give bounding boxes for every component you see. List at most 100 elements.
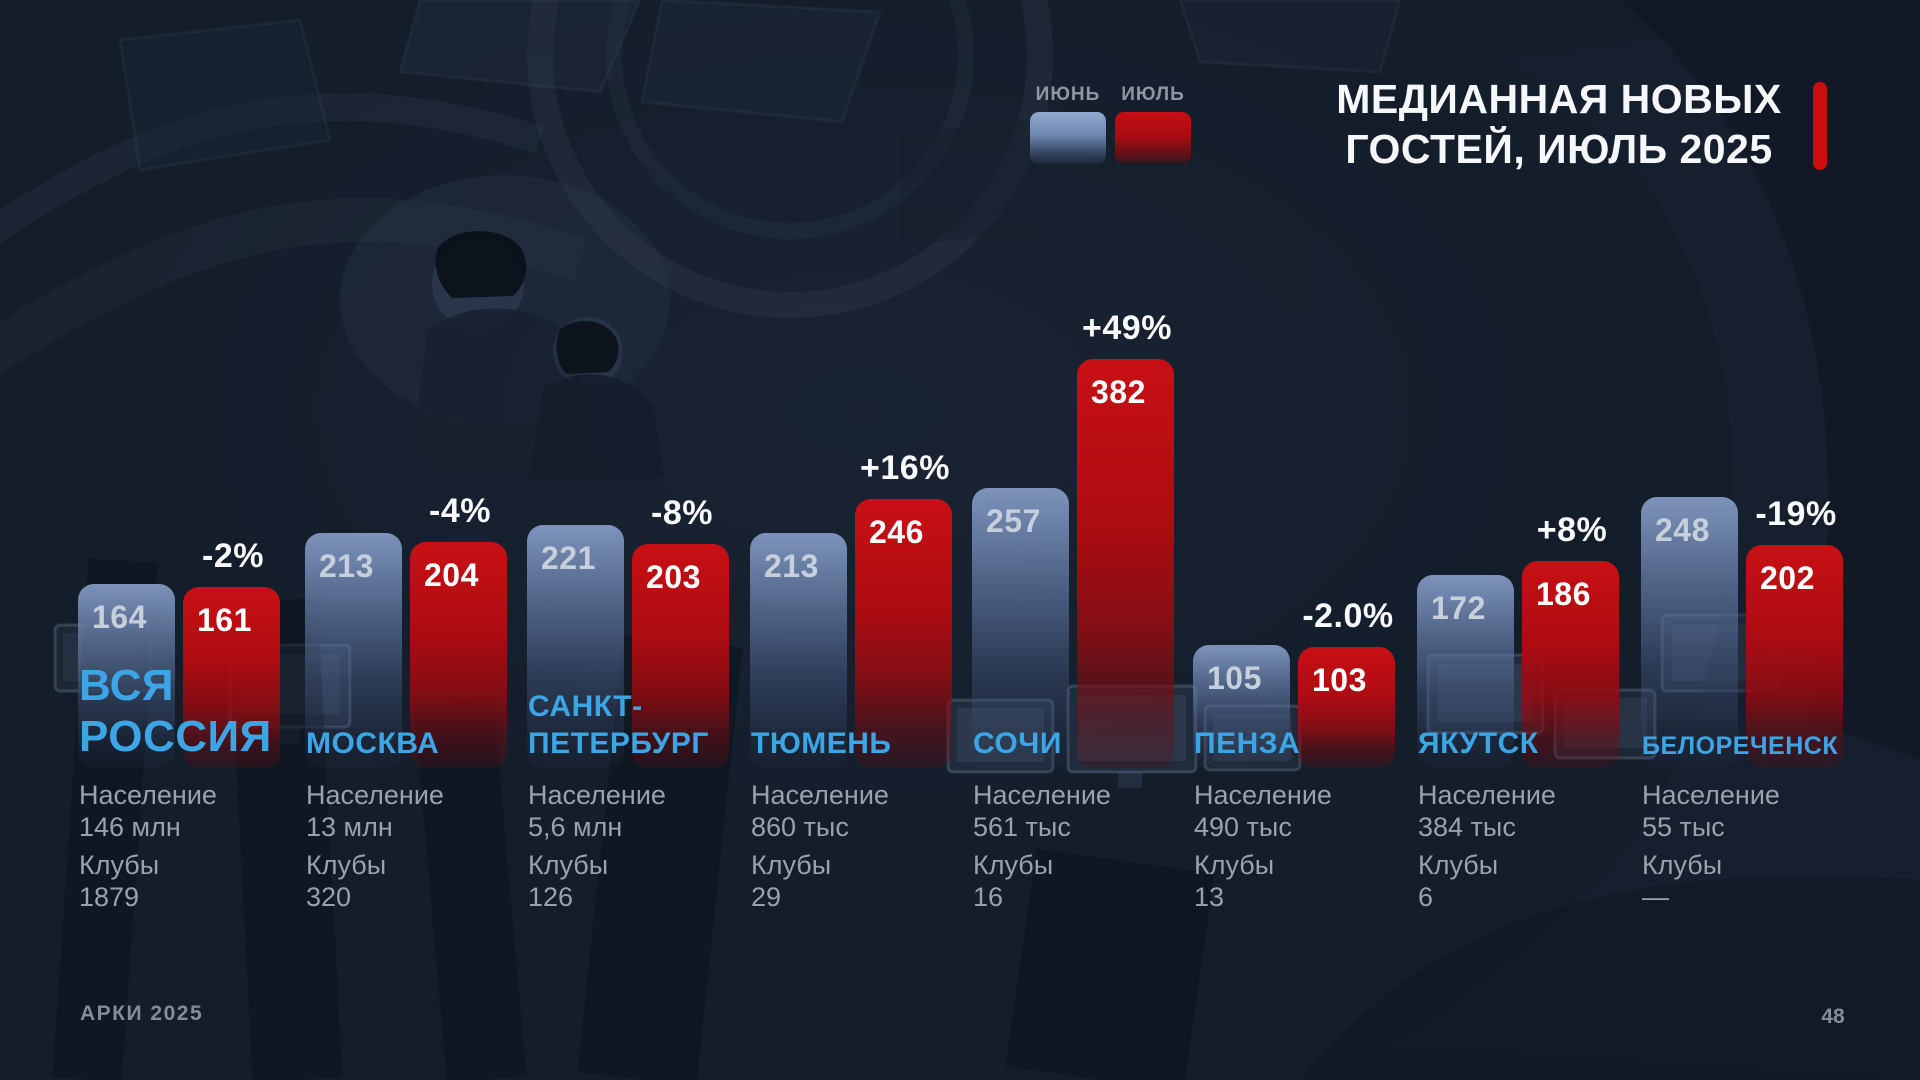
- change-label: -2%: [202, 537, 264, 575]
- population-stat: Население 146 млн: [79, 779, 217, 843]
- clubs-value: 1879: [79, 882, 140, 912]
- clubs-label: Клубы: [306, 850, 387, 880]
- june-bar: 172: [1417, 575, 1514, 768]
- clubs-stat: Клубы 320: [306, 849, 386, 913]
- population-label: Население: [1642, 780, 1780, 810]
- city-label: ПЕНЗА: [1194, 727, 1301, 760]
- clubs-stat: Клубы 16: [973, 849, 1053, 913]
- population-stat: Население 13 млн: [306, 779, 444, 843]
- city-label: ТЮМЕНЬ: [751, 727, 892, 760]
- population-label: Население: [79, 780, 217, 810]
- population-value: 13 млн: [306, 812, 393, 842]
- population-label: Население: [528, 780, 666, 810]
- population-value: 561 тыс: [973, 812, 1071, 842]
- june-value: 172: [1431, 590, 1486, 626]
- july-value: 202: [1760, 560, 1815, 596]
- june-bar: 213: [305, 533, 402, 768]
- june-value: 257: [986, 503, 1041, 539]
- chart-group: 221 203 -8% САНКТ- ПЕТЕРБУРГ Население 5,6 млн…: [527, 0, 752, 1080]
- population-stat: Население 860 тыс: [751, 779, 889, 843]
- july-bar: 202: [1746, 545, 1843, 768]
- clubs-label: Клубы: [1642, 850, 1723, 880]
- clubs-value: —: [1642, 882, 1669, 912]
- city-label: МОСКВА: [306, 727, 440, 760]
- clubs-label: Клубы: [751, 850, 832, 880]
- population-stat: Население 5,6 млн: [528, 779, 666, 843]
- population-value: 55 тыс: [1642, 812, 1725, 842]
- change-label: -4%: [429, 492, 491, 530]
- change-label: +8%: [1536, 511, 1608, 549]
- june-value: 221: [541, 540, 596, 576]
- clubs-stat: Клубы 6: [1418, 849, 1498, 913]
- clubs-value: 126: [528, 882, 574, 912]
- footer-brand: АРКИ 2025: [80, 1002, 204, 1025]
- june-bar: 248: [1641, 497, 1738, 768]
- july-bar: 382: [1077, 359, 1174, 768]
- june-bar: 221: [527, 525, 624, 768]
- clubs-value: 13: [1194, 882, 1225, 912]
- clubs-value: 29: [751, 882, 782, 912]
- change-label: +49%: [1082, 309, 1172, 347]
- slide-title-line1: МЕДИАННАЯ НОВЫХ: [1336, 76, 1782, 122]
- slide-title: МЕДИАННАЯ НОВЫХ ГОСТЕЙ, ИЮЛЬ 2025: [1318, 74, 1800, 174]
- population-stat: Население 490 тыс: [1194, 779, 1332, 843]
- july-value: 161: [197, 602, 252, 638]
- title-accent-bar: [1813, 82, 1827, 170]
- change-label: -19%: [1755, 495, 1837, 533]
- clubs-label: Клубы: [528, 850, 609, 880]
- june-value: 164: [92, 599, 147, 635]
- clubs-stat: Клубы 13: [1194, 849, 1274, 913]
- clubs-value: 320: [306, 882, 352, 912]
- population-label: Население: [973, 780, 1111, 810]
- july-bar: 246: [855, 499, 952, 768]
- chart-group: 172 186 +8% ЯКУТСК Население 384 тыс Клубы 6: [1417, 0, 1642, 1080]
- july-bar: 186: [1522, 561, 1619, 768]
- population-label: Население: [1418, 780, 1556, 810]
- population-value: 146 млн: [79, 812, 181, 842]
- clubs-label: Клубы: [79, 850, 160, 880]
- population-stat: Население 561 тыс: [973, 779, 1111, 843]
- chart-group: 213 204 -4% МОСКВА Население 13 млн Клубы 320: [305, 0, 530, 1080]
- population-value: 384 тыс: [1418, 812, 1516, 842]
- july-bar: 161: [183, 587, 280, 768]
- change-label: -8%: [651, 494, 713, 532]
- slide-title-line2: ГОСТЕЙ, ИЮЛЬ 2025: [1345, 126, 1773, 172]
- population-stat: Население 55 тыс: [1642, 779, 1780, 843]
- clubs-label: Клубы: [973, 850, 1054, 880]
- clubs-stat: Клубы —: [1642, 849, 1722, 913]
- page-number: 48: [1821, 1005, 1845, 1028]
- legend-june-swatch: [1030, 112, 1106, 164]
- july-value: 103: [1312, 662, 1367, 698]
- change-label: -2.0%: [1302, 597, 1394, 635]
- july-value: 204: [424, 557, 479, 593]
- june-bar: 164: [78, 584, 175, 768]
- july-value: 186: [1536, 576, 1591, 612]
- july-value: 203: [646, 559, 701, 595]
- chart-group: 257 382 +49% СОЧИ Население 561 тыс Клубы 16: [972, 0, 1197, 1080]
- clubs-value: 16: [973, 882, 1004, 912]
- july-value: 246: [869, 514, 924, 550]
- july-value: 382: [1091, 374, 1146, 410]
- legend-july-label: ИЮЛЬ: [1121, 84, 1185, 105]
- clubs-label: Клубы: [1418, 850, 1499, 880]
- clubs-label: Клубы: [1194, 850, 1275, 880]
- city-label: БЕЛОРЕЧЕНСК: [1642, 732, 1839, 760]
- population-stat: Население 384 тыс: [1418, 779, 1556, 843]
- change-label: +16%: [860, 449, 950, 487]
- chart-group: 164 161 -2% ВСЯ РОССИЯ Население 146 млн Клубы 1…: [78, 0, 303, 1080]
- city-label: САНКТ- ПЕТЕРБУРГ: [528, 690, 709, 760]
- city-label: СОЧИ: [973, 727, 1062, 760]
- june-bar: 105: [1193, 645, 1290, 768]
- population-label: Население: [306, 780, 444, 810]
- chart-group: 105 103 -2.0% ПЕНЗА Население 490 тыс Клубы 13: [1193, 0, 1418, 1080]
- city-label: ЯКУТСК: [1418, 727, 1539, 760]
- july-bar: 204: [410, 542, 507, 768]
- clubs-stat: Клубы 29: [751, 849, 831, 913]
- chart-group: 213 246 +16% ТЮМЕНЬ Население 860 тыс Клубы 29: [750, 0, 975, 1080]
- june-value: 213: [319, 548, 374, 584]
- city-label: ВСЯ РОССИЯ: [79, 661, 272, 761]
- june-value: 213: [764, 548, 819, 584]
- population-label: Население: [1194, 780, 1332, 810]
